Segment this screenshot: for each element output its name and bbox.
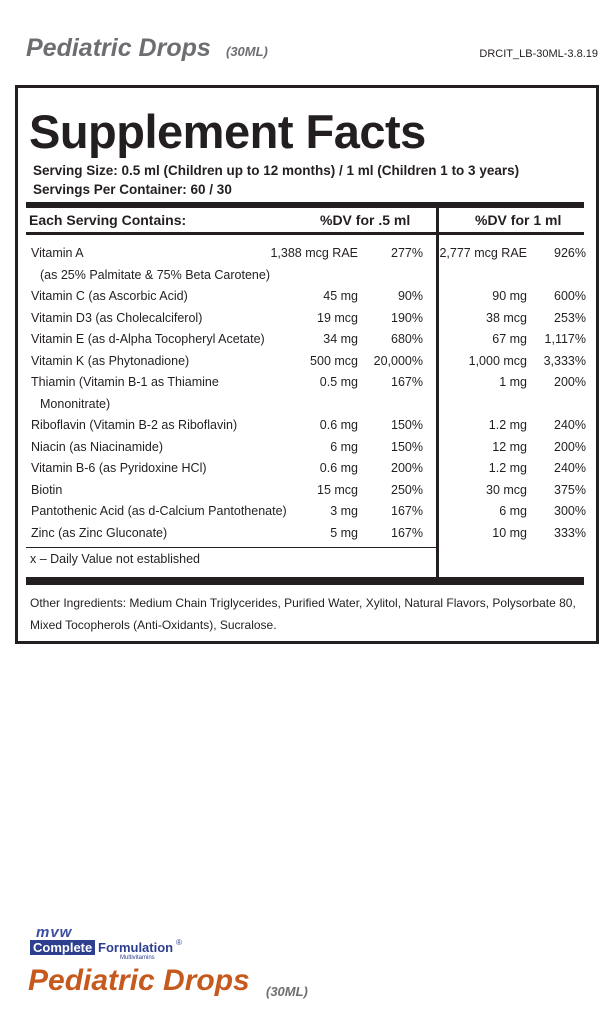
daily-value: 926%: [554, 246, 586, 260]
daily-value: 240%: [554, 418, 586, 432]
daily-value: 253%: [554, 310, 586, 325]
facts-panel: [15, 85, 599, 644]
amount: 0.6 mg: [319, 418, 358, 432]
nutrient-name: Vitamin D3 (as Cholecalciferol): [31, 310, 203, 325]
daily-value: 167%: [391, 375, 423, 389]
nutrient-name: Riboflavin (Vitamin B-2 as Riboflavin): [31, 418, 238, 432]
daily-value: 300%: [554, 504, 586, 518]
daily-value: 277%: [391, 246, 423, 260]
amount: 10 mg: [492, 525, 527, 540]
daily-value: 20,000%: [373, 353, 423, 368]
divider: [26, 232, 584, 235]
amount: 1 mg: [499, 375, 527, 389]
daily-value: 200%: [554, 375, 586, 389]
daily-value: 167%: [391, 504, 423, 518]
divider-thin: [26, 547, 436, 548]
other-ingredients: Mixed Tocopherols (Anti-Oxidants), Sucra…: [30, 618, 277, 632]
amount: 19 mcg: [317, 310, 358, 325]
amount: 1,388 mcg RAE: [270, 246, 358, 260]
logo-word: Formulation: [98, 940, 174, 955]
daily-value: 3,333%: [543, 353, 586, 368]
amount: 0.6 mg: [319, 461, 358, 475]
daily-value: 90%: [397, 289, 423, 303]
nutrient-name: Pantothenic Acid (as d-Calcium Pantothen…: [31, 504, 287, 518]
header-size: (30ML): [226, 44, 268, 59]
amount: 34 mg: [323, 332, 358, 346]
amount: 67 mg: [492, 332, 527, 346]
amount: 30 mcg: [486, 482, 527, 497]
divider-thick: [26, 577, 584, 585]
column-header: %DV for .5 ml: [320, 212, 411, 228]
daily-value: 600%: [554, 289, 586, 303]
amount: 1.2 mg: [488, 461, 527, 475]
column-header: %DV for 1 ml: [475, 212, 562, 228]
amount: 3 mg: [330, 504, 358, 518]
amount: 6 mg: [330, 439, 358, 454]
amount: 15 mcg: [317, 482, 358, 497]
nutrient-name: Thiamin (Vitamin B-1 as Thiamine: [31, 375, 219, 389]
daily-value: 680%: [391, 332, 423, 346]
nutrient-name: Vitamin A: [31, 246, 84, 260]
daily-value: 1,117%: [544, 332, 586, 346]
daily-value: 375%: [554, 482, 586, 497]
servings-per-container: Servings Per Container: 60 / 30: [33, 182, 232, 197]
amount: 500 mcg: [310, 353, 358, 368]
logo-sub: Multivitamins: [120, 955, 155, 961]
daily-value: 150%: [391, 439, 423, 454]
nutrient-name: Vitamin K (as Phytonadione): [31, 353, 190, 368]
footer-title: Pediatric Drops: [28, 964, 250, 997]
nutrient-name: Vitamin C (as Ascorbic Acid): [31, 289, 188, 303]
header-title: Pediatric Drops: [26, 34, 211, 62]
daily-value: 190%: [391, 310, 423, 325]
nutrient-name: Zinc (as Zinc Gluconate): [31, 525, 168, 540]
nutrient-name: Biotin: [31, 482, 63, 497]
daily-value: 250%: [391, 482, 423, 497]
column-divider: [436, 206, 439, 578]
amount: 2,777 mcg RAE: [439, 246, 527, 260]
daily-value: 167%: [391, 525, 423, 540]
divider-thick: [26, 202, 584, 208]
nutrient-note: (as 25% Palmitate & 75% Beta Carotene): [40, 267, 270, 282]
amount: 1,000 mcg: [468, 353, 527, 368]
daily-value: 333%: [554, 525, 586, 540]
amount: 12 mg: [492, 439, 527, 454]
daily-value: 200%: [554, 439, 586, 454]
logo-top: mvw: [36, 924, 73, 941]
daily-value: 240%: [554, 461, 586, 475]
logo-word: Complete: [30, 940, 96, 955]
amount: 5 mg: [330, 525, 358, 540]
product-code: DRCIT_LB-30ML-3.8.19: [479, 48, 598, 60]
serving-size: Serving Size: 0.5 ml (Children up to 12 …: [33, 163, 520, 178]
column-header: Each Serving Contains:: [29, 212, 187, 228]
nutrient-name: Niacin (as Niacinamide): [31, 439, 163, 454]
nutrient-note: Mononitrate): [40, 396, 111, 411]
footnote: x – Daily Value not established: [30, 552, 201, 566]
nutrient-name: Vitamin E (as d-Alpha Tocopheryl Acetate…: [31, 332, 265, 346]
nutrient-name: Vitamin B-6 (as Pyridoxine HCl): [31, 461, 207, 475]
daily-value: 150%: [391, 418, 423, 432]
amount: 6 mg: [499, 504, 527, 518]
logo-mark: ®: [176, 938, 182, 947]
amount: 0.5 mg: [319, 375, 358, 389]
amount: 38 mcg: [486, 310, 527, 325]
amount: 90 mg: [492, 289, 527, 303]
amount: 45 mg: [323, 289, 358, 303]
facts-title: Supplement Facts: [29, 105, 426, 158]
footer-size: (30ML): [266, 984, 308, 999]
daily-value: 200%: [391, 461, 423, 475]
amount: 1.2 mg: [488, 418, 527, 432]
other-ingredients: Other Ingredients: Medium Chain Triglyce…: [30, 596, 576, 610]
